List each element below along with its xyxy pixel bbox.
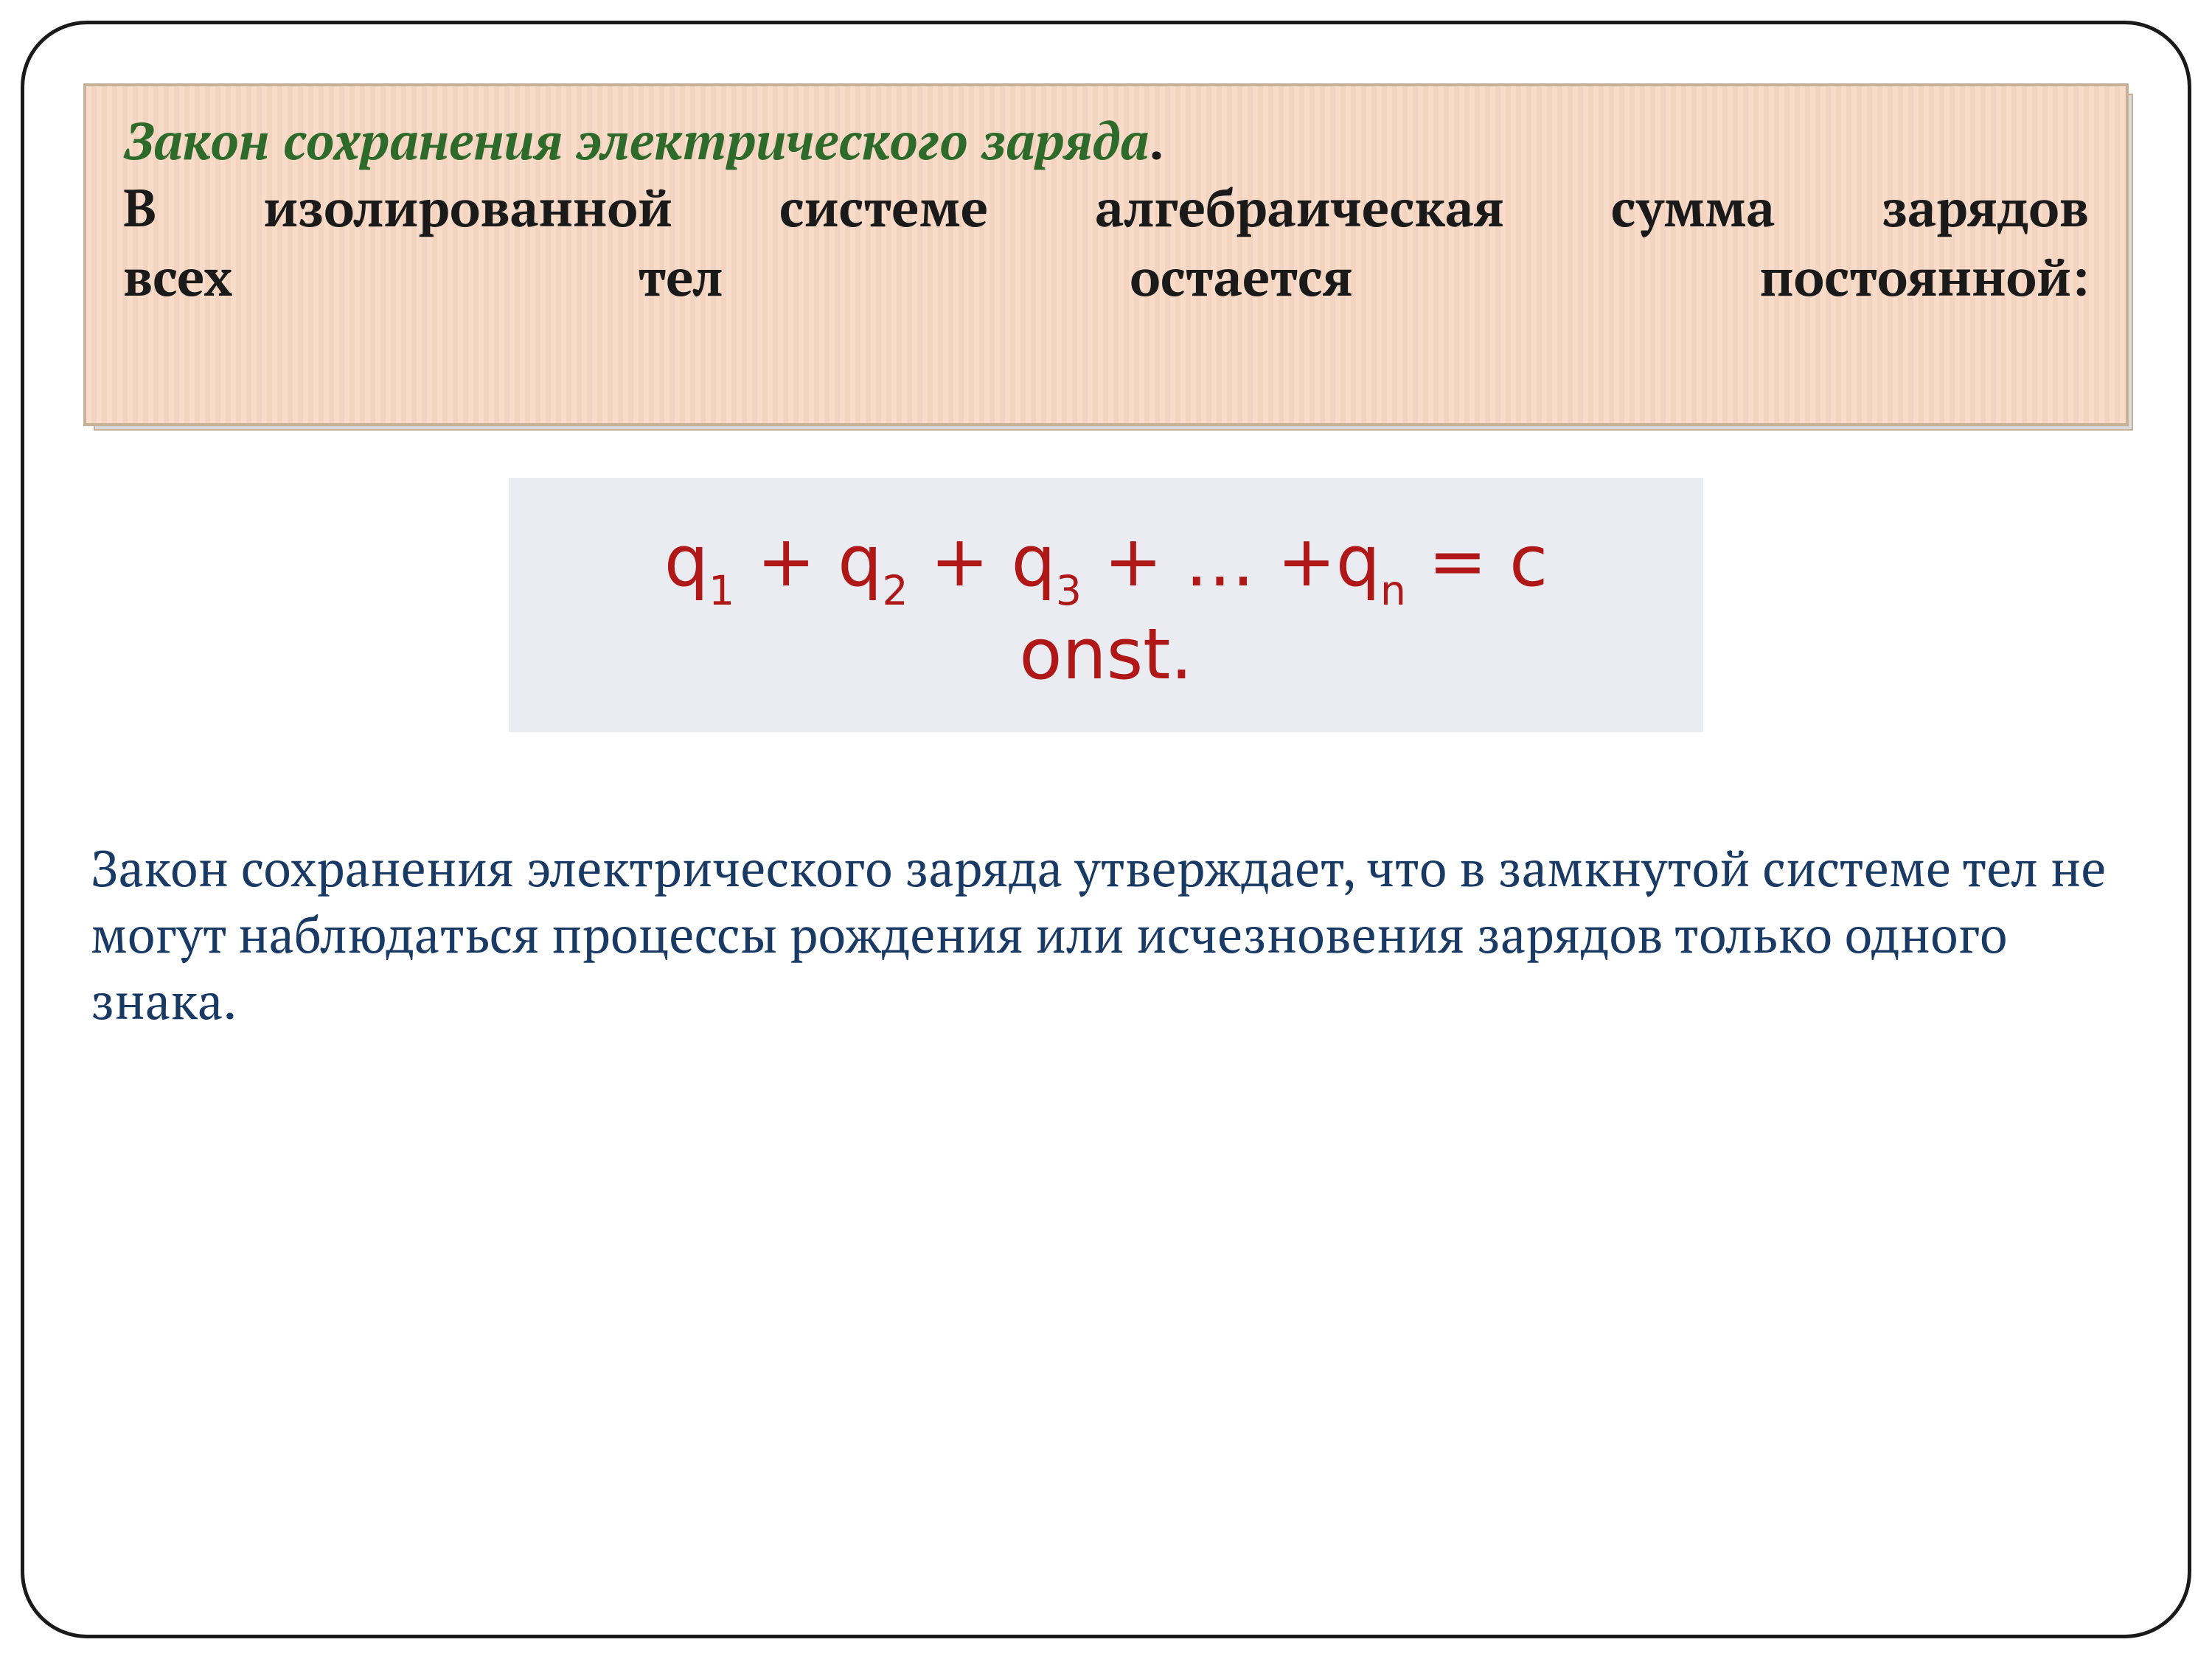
law-title-text: Закон сохранения электрического заряда [123, 106, 1149, 175]
formula-box: q1 + q2 + q3 + … +qn = c onst. [509, 478, 1703, 733]
law-body-line1: В изолированной системе алгебраическая с… [123, 173, 2089, 243]
law-title-period: . [1149, 106, 1164, 175]
box-content: Закон сохранения электрического заряда. … [83, 83, 2129, 426]
law-title: Закон сохранения электрического заряда. [123, 108, 2089, 173]
law-body-line2: всех тел остается постоянной: [123, 243, 2089, 313]
formula-text: q1 + q2 + q3 + … +qn = c onst. [538, 518, 1674, 700]
formula-line2: onst. [1019, 614, 1192, 695]
slide-frame: Закон сохранения электрического заряда. … [21, 21, 2191, 1638]
formula-line1: q1 + q2 + q3 + … +qn = c [664, 521, 1548, 602]
law-definition-box: Закон сохранения электрического заряда. … [83, 83, 2129, 426]
explanation-text: Закон сохранения электрического заряда у… [83, 835, 2129, 1034]
